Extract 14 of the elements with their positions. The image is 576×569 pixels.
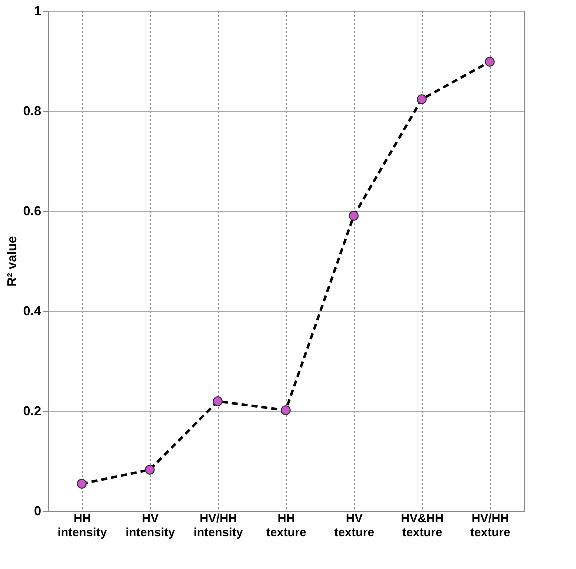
x-tick-label: HH texture xyxy=(266,512,307,540)
y-tick-label: 0.8 xyxy=(23,104,42,118)
y-tick-label: 0 xyxy=(34,504,42,518)
y-tick-label: 0.6 xyxy=(23,204,42,218)
y-axis-title: R² value xyxy=(4,236,20,287)
x-tick-label: HV/HH intensity xyxy=(194,512,244,540)
x-tick-label: HV&HH texture xyxy=(401,512,444,540)
x-tick-label: HV texture xyxy=(334,512,375,540)
x-tick-label: HH intensity xyxy=(58,512,108,540)
y-tick-label: 0.4 xyxy=(23,304,42,318)
y-tick-label: 0.2 xyxy=(23,404,42,418)
x-tick-label: HV intensity xyxy=(126,512,176,540)
x-tick-label: HV/HH texture xyxy=(470,512,511,540)
y-tick-label: 1 xyxy=(34,4,42,18)
